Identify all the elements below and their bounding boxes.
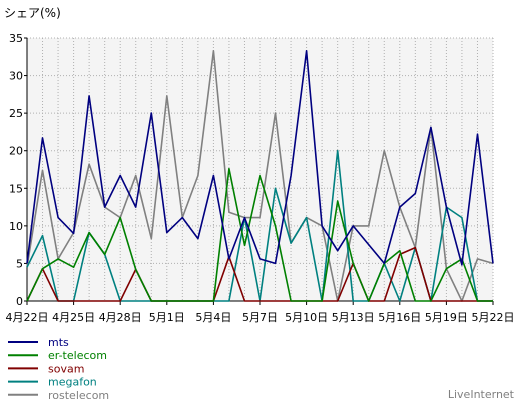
y-tick-label: 20 — [9, 145, 23, 158]
y-tick-label: 15 — [9, 182, 23, 195]
x-tick-label: 5月22日 — [472, 311, 515, 324]
x-tick-label: 5月1日 — [149, 311, 185, 324]
y-tick-label: 35 — [9, 32, 23, 45]
y-tick-label: 30 — [9, 70, 23, 83]
x-tick-label: 5月16日 — [378, 311, 421, 324]
x-tick-label: 5月7日 — [242, 311, 278, 324]
series-line-er-telecom — [26, 167, 493, 302]
x-tick-label: 4月28日 — [99, 311, 142, 324]
legend-label-sovam: sovam — [48, 362, 84, 375]
y-tick-label: 10 — [9, 220, 23, 233]
series-line-sovam — [26, 246, 493, 302]
legend-label-megafon: megafon — [48, 376, 97, 389]
x-tick-label: 5月13日 — [332, 311, 375, 324]
x-tick-label: 4月22日 — [6, 311, 49, 324]
x-tick-label: 4月25日 — [52, 311, 95, 324]
series-line-mts — [26, 49, 494, 266]
x-tick-label: 5月4日 — [195, 311, 231, 324]
chart-credit: LiveInternet — [448, 388, 515, 401]
series-lines — [26, 49, 494, 302]
y-axis-ticks: 0 5 10 15 20 25 30 35 — [9, 32, 27, 308]
y-tick-label: 0 — [16, 295, 23, 308]
legend-label-rostelecom: rostelecom — [48, 389, 109, 402]
legend-label-er-telecom: er-telecom — [48, 349, 107, 362]
chart-title: シェア(%) — [4, 6, 61, 20]
x-tick-label: 5月10日 — [285, 311, 328, 324]
legend-label-mts: mts — [48, 336, 69, 349]
y-tick-label: 25 — [9, 107, 23, 120]
x-axis-ticks: 4月22日 4月25日 4月28日 5月1日 5月4日 5月7日 5月10日 5月13日 5月1… — [6, 301, 515, 324]
x-tick-label: 5月19日 — [425, 311, 468, 324]
y-tick-label: 5 — [16, 257, 23, 270]
